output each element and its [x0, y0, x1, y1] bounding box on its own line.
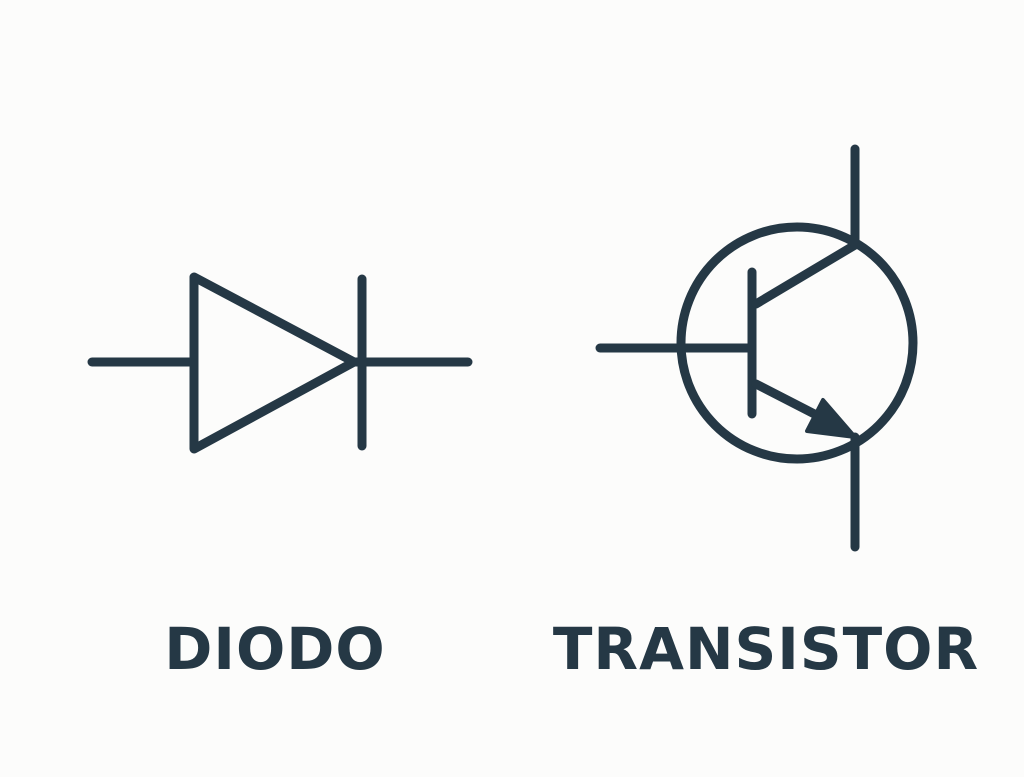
transistor-emitter-arrow: [805, 398, 857, 439]
diode-symbol-icon: [87, 272, 473, 454]
transistor-envelope-circle: [676, 222, 918, 464]
transistor-collector-line: [751, 240, 860, 309]
npn-transistor-symbol-icon: [595, 144, 918, 552]
transistor-label: TRANSISTOR: [553, 615, 979, 683]
diode-label: DIODO: [164, 615, 385, 683]
diode-anode-triangle: [189, 272, 359, 454]
